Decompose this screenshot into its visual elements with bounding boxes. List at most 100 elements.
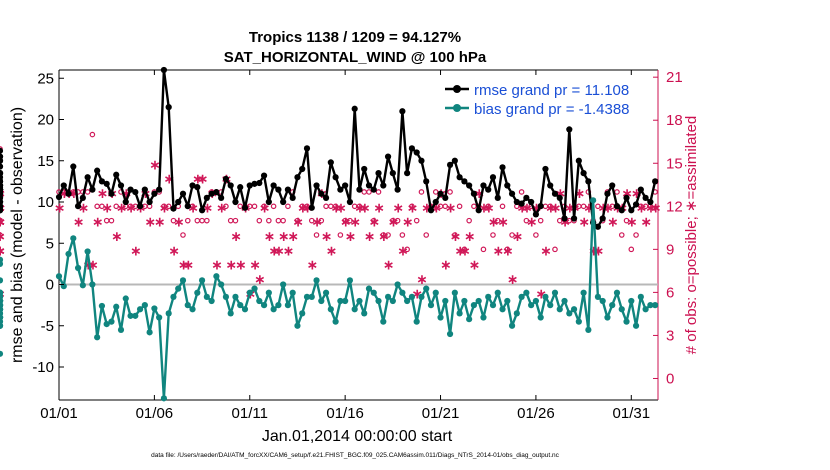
bias-marker [165, 310, 172, 317]
bias-marker [437, 314, 444, 321]
obs-assimilated-marker: ∗ [311, 215, 323, 231]
y-tick-label: 15 [37, 153, 54, 170]
obs-possible-marker [552, 246, 558, 253]
bias-marker [470, 302, 478, 309]
rmse-marker [165, 104, 172, 111]
obs-possible-marker [337, 232, 344, 238]
bias-marker [594, 293, 602, 300]
obs-possible-marker [370, 217, 377, 224]
bias-marker [542, 293, 549, 300]
bias-marker [537, 314, 544, 321]
bias-marker [461, 297, 468, 305]
bias-marker [227, 310, 234, 317]
bias-marker [337, 297, 344, 305]
rmse-marker [113, 171, 120, 178]
obs-assimilated-marker: ∗ [0, 215, 6, 231]
rmse-marker [499, 164, 506, 171]
obs-possible-marker [308, 217, 315, 224]
legend-rmse-marker [453, 85, 461, 93]
obs-possible-marker [461, 246, 468, 253]
legend: rmse grand pr = 11.108 bias grand pr = -… [445, 82, 630, 118]
rmse-marker [413, 149, 420, 156]
obs-assimilated-marker: ∗ [54, 200, 66, 216]
obs-assimilated-marker: ∗ [450, 229, 462, 245]
obs-assimilated-marker: ∗ [192, 172, 204, 188]
bias-marker [160, 395, 168, 402]
obs-assimilated-marker: ∗ [59, 186, 71, 202]
bias-marker [299, 310, 306, 317]
rmse-marker [84, 174, 91, 181]
rmse-marker [642, 194, 649, 201]
rmse-marker [241, 204, 249, 211]
obs-assimilated-marker: ∗ [507, 272, 519, 288]
obs-assimilated-marker: ∗ [216, 200, 228, 216]
rmse-marker [65, 190, 72, 197]
obs-possible-marker [285, 203, 291, 210]
legend-bias-marker [453, 104, 461, 112]
bias-marker [432, 289, 439, 296]
x-tick-label: 01/26 [517, 405, 555, 422]
bias-marker [146, 329, 153, 336]
rmse-marker [175, 198, 182, 206]
obs-assimilated-marker: ∗ [383, 258, 395, 274]
rmse-marker [513, 198, 520, 206]
rmse-marker [332, 174, 339, 181]
bias-marker [618, 306, 625, 313]
obs-possible-marker [413, 217, 420, 224]
bias-marker [384, 293, 392, 300]
rmse-marker [179, 190, 187, 197]
bias-marker [294, 322, 301, 329]
obs-assimilated-marker: ∗ [550, 200, 562, 216]
bias-series [0, 197, 659, 402]
obs-possible-marker [494, 217, 501, 224]
obs-assimilated-marker: ∗ [407, 200, 419, 216]
rmse-marker [184, 203, 191, 210]
rmse-marker [618, 207, 625, 214]
obs-assimilated-marker: ∗ [397, 243, 409, 259]
rmse-marker [189, 182, 196, 189]
rmse-marker [265, 198, 272, 206]
bias-marker [213, 273, 220, 280]
bias-marker [0, 289, 4, 296]
rmse-marker [427, 207, 435, 214]
bias-marker [446, 330, 454, 338]
y-tick-label: 0 [46, 277, 54, 294]
obs-assimilated-marker: ∗ [287, 229, 299, 245]
bias-marker [208, 297, 215, 305]
obs-assimilated-marker: ∗ [197, 172, 209, 188]
obs-assimilated-marker: ∗ [0, 215, 6, 231]
bias-marker [551, 289, 559, 296]
rmse-marker [346, 198, 354, 206]
obs-possible-marker [347, 217, 353, 224]
y2-tick-label: 15 [666, 155, 683, 172]
obs-assimilated-marker: ∗ [497, 215, 509, 231]
obs-assimilated-marker: ∗ [268, 243, 280, 259]
obs-assimilated-marker: ∗ [0, 243, 6, 259]
bias-marker [313, 277, 320, 284]
obs-assimilated-marker: ∗ [526, 215, 538, 231]
obs-assimilated-marker: ∗ [0, 243, 6, 259]
bias-marker [0, 256, 4, 263]
obs-assimilated-marker: ∗ [0, 243, 6, 259]
bias-marker [184, 302, 191, 309]
obs-assimilated-marker: ∗ [330, 200, 342, 216]
bias-marker [342, 297, 349, 305]
obs-possible-marker [452, 232, 458, 238]
obs-assimilated-marker: ∗ [354, 200, 366, 216]
obs-possible-marker [404, 246, 410, 253]
bias-marker [604, 314, 611, 321]
rmse-marker [475, 207, 482, 214]
rmse-marker [380, 182, 387, 189]
rmse-marker [365, 182, 373, 189]
obs-possible-marker [556, 217, 563, 224]
bias-marker [65, 250, 72, 258]
obs-possible-marker [547, 203, 554, 210]
obs-assimilated-marker: ∗ [378, 229, 390, 245]
obs-assimilated-marker: ∗ [68, 186, 80, 202]
rmse-marker [275, 186, 282, 193]
bias-marker [361, 310, 368, 317]
bias-marker [260, 302, 268, 309]
bias-marker [151, 305, 158, 312]
obs-assimilated-marker: ∗ [154, 215, 166, 231]
obs-assimilated-marker: ∗ [249, 258, 261, 274]
